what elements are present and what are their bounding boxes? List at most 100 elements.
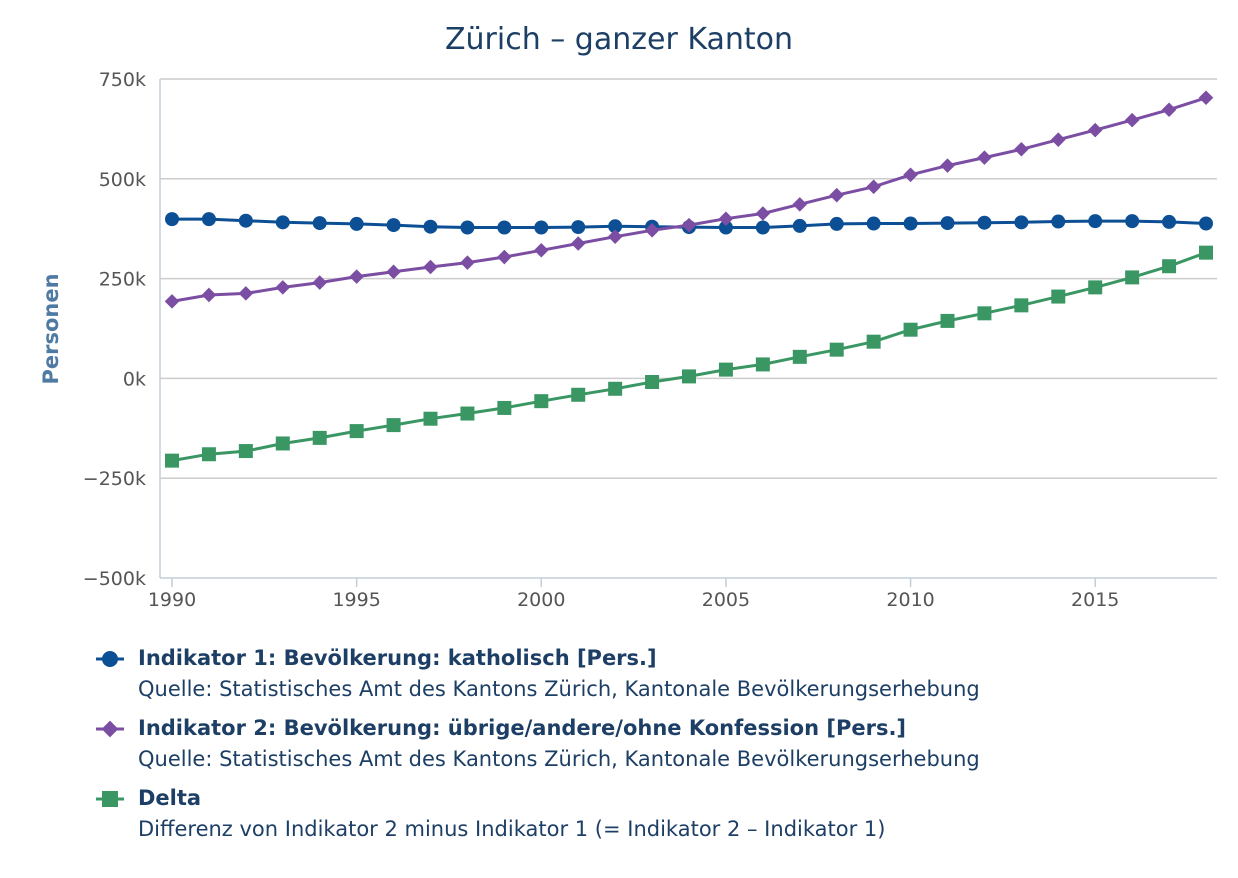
data-point: [903, 216, 918, 231]
x-tick-label: 1995: [332, 589, 380, 611]
data-point: [792, 349, 807, 364]
data-point: [829, 342, 844, 357]
series-delta: [165, 245, 1213, 468]
data-point: [940, 216, 955, 231]
series-line: [171, 251, 1207, 463]
data-point: [644, 223, 660, 238]
data-point: [940, 313, 955, 328]
data-point: [829, 216, 844, 231]
data-point: [571, 387, 586, 402]
data-point: [755, 206, 771, 221]
data-point: [1088, 214, 1103, 229]
data-point: [534, 242, 549, 258]
y-tick-label: 250k: [99, 269, 146, 291]
data-point: [497, 400, 512, 415]
data-point: [238, 213, 253, 228]
data-point: [607, 229, 623, 244]
data-point: [312, 430, 327, 445]
chart-title: Zürich – ganzer Kanton: [445, 22, 793, 57]
data-point: [681, 217, 697, 233]
data-point: [1051, 214, 1066, 229]
data-point: [201, 212, 216, 227]
x-tick-label: 2015: [1071, 589, 1119, 611]
data-point: [1125, 214, 1140, 229]
data-point: [1087, 122, 1103, 138]
data-point: [977, 150, 992, 165]
data-point: [497, 249, 512, 265]
data-point: [460, 255, 475, 270]
data-point: [1014, 141, 1029, 157]
series-indikator-2-uebrige: [164, 90, 1214, 309]
legend-text: Indikator 2: Bevölkerung: übrige/andere/…: [130, 712, 980, 774]
data-point: [238, 444, 253, 459]
legend: Indikator 1: Bevölkerung: katholisch [Pe…: [96, 642, 1216, 852]
data-point: [866, 334, 881, 349]
data-point: [645, 374, 660, 389]
data-point: [829, 187, 844, 203]
data-point: [608, 219, 623, 234]
data-point: [1014, 298, 1029, 313]
data-point: [1161, 102, 1177, 118]
series-line: [171, 96, 1207, 303]
data-point: [349, 424, 364, 439]
legend-marker: [101, 720, 119, 738]
data-point: [570, 236, 586, 251]
legend-item-indikator-2-uebrige[interactable]: Indikator 2: Bevölkerung: übrige/andere/…: [96, 712, 1216, 774]
y-tick-label: 750k: [99, 69, 146, 91]
data-point: [165, 453, 179, 468]
x-tick-label: 1990: [148, 589, 196, 611]
data-point: [423, 219, 438, 234]
data-point: [608, 381, 623, 396]
legend-marker: [102, 651, 118, 667]
legend-marker: [102, 791, 118, 807]
data-point: [1088, 280, 1103, 295]
data-point: [275, 280, 291, 295]
data-point: [423, 259, 438, 275]
data-point: [460, 406, 475, 421]
data-point: [386, 418, 401, 433]
data-point: [718, 220, 733, 235]
data-point: [903, 322, 918, 337]
legend-symbol: [96, 720, 124, 738]
data-point: [1051, 132, 1066, 147]
data-point: [312, 216, 327, 231]
data-point: [497, 220, 512, 235]
data-point: [201, 447, 216, 462]
data-point: [349, 216, 364, 231]
data-point: [940, 158, 955, 173]
chart: Zürich – ganzer Kanton Personen −500k −25…: [39, 22, 1217, 611]
x-tick-label: 2000: [517, 589, 565, 611]
data-point: [718, 362, 733, 377]
axes: −500k −250k 0k 250k 500k 750k 1990 1995 2000 2005…: [83, 69, 1217, 611]
data-point: [534, 394, 549, 409]
data-point: [386, 264, 401, 280]
legend-series-source: Quelle: Statistisches Amt des Kantons Zü…: [138, 747, 980, 771]
data-point: [903, 167, 918, 183]
data-point: [718, 211, 734, 226]
legend-item-indikator-1-katholisch[interactable]: Indikator 1: Bevölkerung: katholisch [Pe…: [96, 642, 1216, 704]
legend-item-delta[interactable]: Delta Differenz von Indikator 2 minus Ind…: [96, 782, 1216, 844]
data-point: [460, 220, 475, 235]
data-point: [275, 215, 290, 230]
legend-text: Indikator 1: Bevölkerung: katholisch [Pe…: [130, 642, 980, 704]
data-point: [1199, 216, 1213, 231]
legend-symbol: [96, 651, 124, 667]
data-point: [571, 220, 586, 235]
data-point: [1014, 215, 1029, 230]
data-point: [386, 218, 401, 233]
data-point: [1124, 112, 1140, 128]
y-tick-label: 500k: [99, 169, 146, 191]
legend-series-name: Indikator 2: Bevölkerung: übrige/andere/…: [138, 716, 907, 740]
data-point: [792, 218, 807, 233]
data-point: [755, 220, 770, 235]
x-tick-label: 2005: [702, 589, 750, 611]
legend-series-name: Indikator 1: Bevölkerung: katholisch [Pe…: [138, 646, 657, 670]
data-point: [866, 179, 881, 195]
legend-text: Delta Differenz von Indikator 2 minus Ind…: [130, 782, 885, 844]
y-tick-label: −500k: [83, 568, 146, 590]
series-layer: [164, 90, 1214, 468]
y-tick-label: −250k: [83, 468, 146, 490]
data-point: [1198, 90, 1214, 106]
data-point: [1125, 270, 1140, 285]
data-point: [312, 275, 327, 290]
